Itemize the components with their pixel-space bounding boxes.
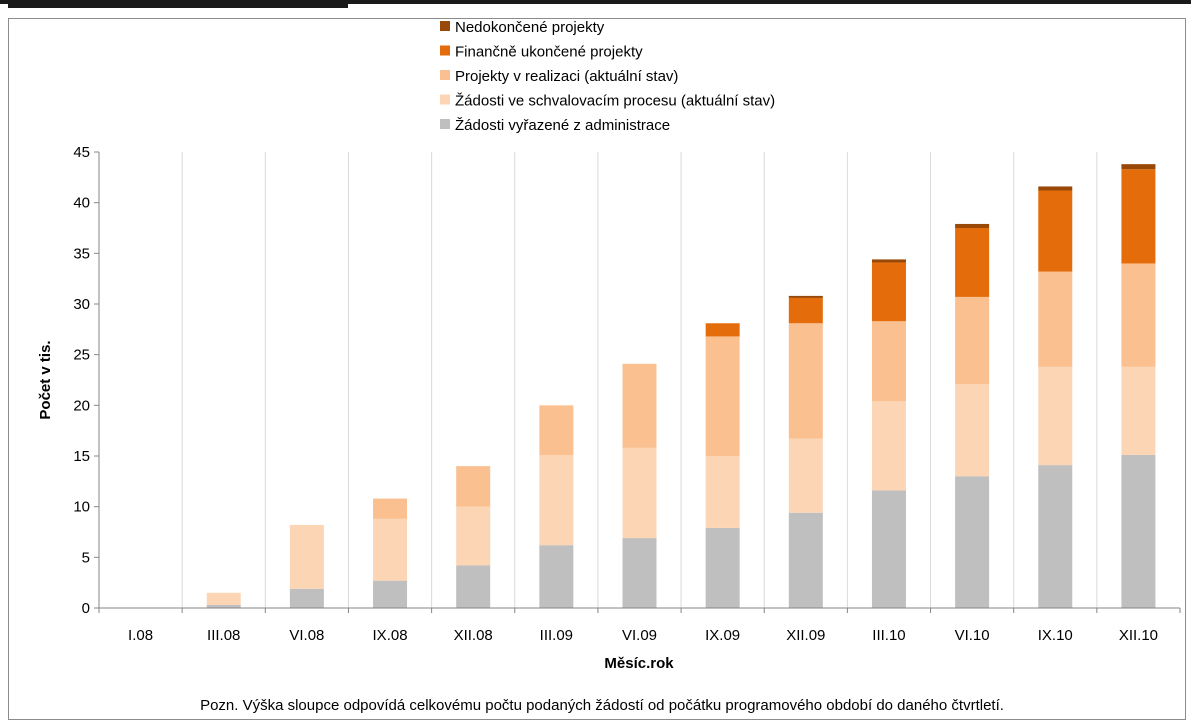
- bar-segment: [373, 498, 408, 519]
- x-tick-label: III.08: [207, 627, 240, 644]
- bar-segment: [788, 512, 823, 608]
- bar-segment: [955, 476, 990, 608]
- x-tick-label: I.08: [128, 627, 153, 644]
- bar-segment: [1038, 271, 1073, 367]
- bar-segment: [955, 384, 990, 477]
- x-tick-label: XII.09: [786, 627, 825, 644]
- x-tick-label: VI.09: [622, 627, 657, 644]
- y-tick-label: 45: [73, 144, 90, 161]
- x-tick-label: XII.10: [1119, 627, 1158, 644]
- bar-segment: [622, 538, 657, 608]
- y-tick-label: 15: [73, 448, 90, 465]
- footnote: Pozn. Výška sloupce odpovídá celkovému p…: [200, 697, 1004, 714]
- x-tick-label: XII.08: [454, 627, 493, 644]
- bar-segment: [705, 336, 740, 456]
- bar-segment: [1121, 366, 1156, 455]
- legend-label: Projekty v realizaci (aktuální stav): [455, 68, 678, 85]
- bar-segment: [373, 518, 408, 581]
- x-tick-label: IX.09: [705, 627, 740, 644]
- x-tick-label: III.10: [872, 627, 905, 644]
- bar-segment: [871, 401, 906, 491]
- y-tick-label: 20: [73, 397, 90, 414]
- bar-segment: [788, 297, 823, 324]
- bar-segment: [871, 490, 906, 608]
- bar-segment: [871, 262, 906, 322]
- bar-segment: [705, 323, 740, 337]
- y-tick-label: 25: [73, 347, 90, 364]
- bar-segment: [1121, 263, 1156, 367]
- gridlines: [181, 152, 1098, 608]
- bar-segment: [206, 592, 241, 605]
- legend-swatch: [440, 21, 450, 31]
- x-tick-label: IX.08: [373, 627, 408, 644]
- legend-swatch: [440, 119, 450, 129]
- legend-label: Finančně ukončené projekty: [455, 44, 643, 61]
- x-tick-label: III.09: [540, 627, 573, 644]
- y-axis-title: Počet v tis.: [37, 340, 54, 419]
- y-tick-label: 10: [73, 499, 90, 516]
- bar-segment: [539, 454, 574, 546]
- bar-segment: [456, 506, 491, 566]
- bar-segment: [955, 296, 990, 385]
- bar-segment: [289, 524, 324, 589]
- legend-swatch: [440, 45, 450, 56]
- legend: Nedokončené projekty Finančně ukončené pr…: [440, 19, 775, 134]
- bar-segment: [1121, 169, 1156, 264]
- bar-segment: [1038, 366, 1073, 466]
- legend-label: Žádosti ve schvalovacím procesu (aktuáln…: [455, 93, 775, 110]
- bar-segment: [1121, 454, 1156, 608]
- bar-segment: [1121, 164, 1156, 170]
- bar-segment: [705, 456, 740, 528]
- bar-segment: [1038, 465, 1073, 608]
- legend-label: Žádosti vyřazené z administrace: [455, 117, 670, 134]
- y-tick-label: 5: [82, 549, 90, 566]
- bar-segment: [955, 223, 990, 228]
- bar-segment: [1038, 186, 1073, 191]
- x-axis-title: Měsíc.rok: [604, 655, 674, 672]
- bar-segment: [539, 405, 574, 455]
- legend-label: Nedokončené projekty: [455, 19, 605, 36]
- legend-swatch: [440, 94, 450, 105]
- bar-segment: [871, 259, 906, 263]
- bar-segment: [788, 438, 823, 513]
- y-tick-label: 0: [82, 600, 90, 617]
- bar-segment: [871, 321, 906, 402]
- y-tick-label: 40: [73, 195, 90, 212]
- bars: [206, 164, 1156, 608]
- bar-segment: [622, 447, 657, 539]
- bar-segment: [456, 466, 491, 507]
- bar-segment: [622, 363, 657, 448]
- bar-segment: [206, 604, 241, 608]
- axes: [94, 151, 1181, 613]
- bar-segment: [705, 527, 740, 608]
- x-tick-label: IX.10: [1038, 627, 1073, 644]
- bar-segment: [788, 295, 823, 298]
- bar-segment: [456, 565, 491, 608]
- bar-segment: [788, 323, 823, 439]
- bar-segment: [373, 580, 408, 608]
- x-tick-label: VI.10: [955, 627, 990, 644]
- legend-swatch: [440, 70, 450, 80]
- bar-segment: [539, 545, 574, 608]
- bar-segment: [955, 228, 990, 297]
- bar-segment: [1038, 190, 1073, 272]
- x-tick-labels: I.08 III.08 VI.08 IX.08 XII.08 III.09 VI.09 IX.…: [128, 627, 1158, 644]
- x-tick-label: VI.08: [289, 627, 324, 644]
- y-tick-labels: 0 5 10 15 20 25 30 35 40 45: [73, 144, 90, 617]
- bar-segment: [289, 588, 324, 608]
- clipped-heading-strip: [0, 0, 1191, 18]
- y-tick-label: 35: [73, 245, 90, 262]
- y-tick-label: 30: [73, 296, 90, 313]
